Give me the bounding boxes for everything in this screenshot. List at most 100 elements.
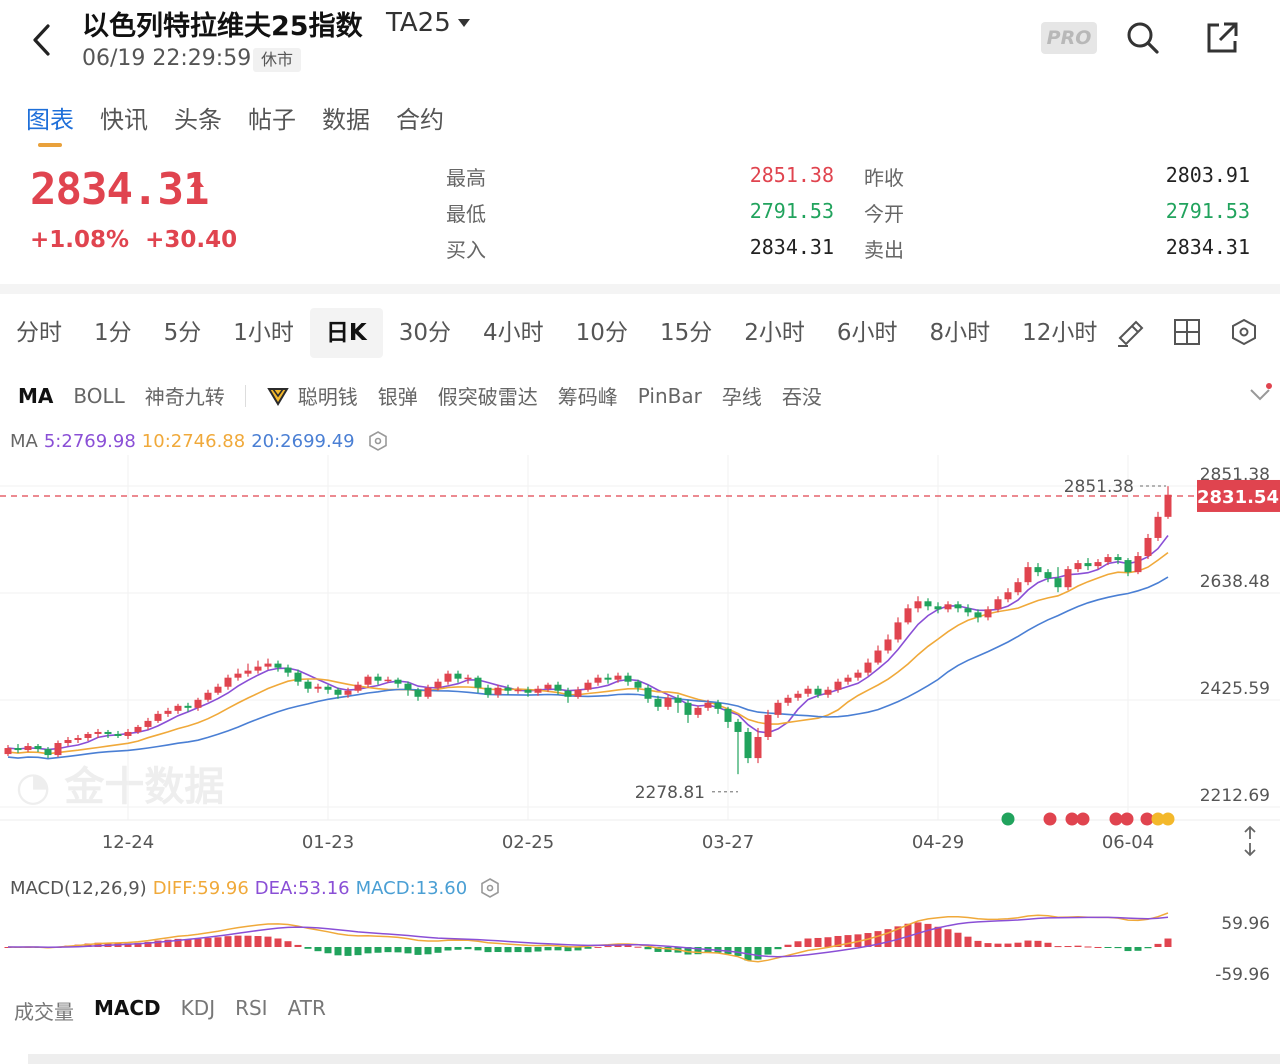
indicator-pinbar[interactable]: PinBar (637, 383, 702, 408)
candle-body (614, 675, 622, 680)
candle-body (44, 749, 52, 756)
chart-settings-button[interactable] (1224, 312, 1264, 352)
macd-bar (84, 943, 92, 947)
tab-data[interactable]: 数据 (322, 106, 370, 134)
pro-button[interactable]: PRO (1041, 22, 1097, 54)
macd-bar (154, 940, 162, 947)
tab-volume[interactable]: 成交量 (14, 1000, 74, 1024)
macd-bar (1164, 938, 1172, 947)
candle-body (34, 746, 42, 750)
macd-bar (254, 936, 262, 947)
indicator-engulfing[interactable]: 吞没 (781, 385, 822, 409)
candle-body (364, 676, 372, 685)
chevron-down-icon (1250, 383, 1272, 401)
signal-dot (1043, 812, 1057, 826)
expand-indicators-button[interactable] (1246, 382, 1274, 410)
draw-tool-button[interactable] (1110, 312, 1150, 352)
signal-dot (1151, 812, 1165, 826)
period-tab-9[interactable]: 2小时 (744, 320, 805, 346)
indicator-smart-money[interactable]: 聪明钱 (297, 385, 358, 409)
candle-body (84, 733, 92, 738)
candle-body (544, 684, 552, 689)
annotations: 2831.54 2851.38 2278.81 (0, 477, 1280, 803)
indicator-false-breakout-radar[interactable]: 假突破雷达 (437, 385, 538, 409)
symbol-selector[interactable]: TA25 (386, 8, 471, 38)
candle-body (384, 679, 392, 682)
ma-settings-icon[interactable] (367, 430, 389, 452)
macd-bar (834, 935, 842, 947)
period-tab-6[interactable]: 4小时 (483, 320, 544, 346)
share-button[interactable] (1200, 16, 1244, 60)
candle-body (964, 608, 972, 613)
dea-value: DEA:53.16 (254, 877, 350, 899)
candle-body (374, 676, 382, 681)
main-tabs: 图表 快讯 头条 帖子 数据 合约 (26, 100, 444, 147)
symbol-label: TA25 (386, 8, 451, 38)
tab-posts[interactable]: 帖子 (248, 106, 296, 134)
tab-flash-news[interactable]: 快讯 (100, 106, 148, 134)
period-tab-8[interactable]: 15分 (659, 320, 713, 346)
indicator-silver-bullet[interactable]: 银弹 (377, 385, 418, 409)
indicator-inside-bar[interactable]: 孕线 (721, 385, 762, 409)
candle-body (164, 710, 172, 714)
tab-atr[interactable]: ATR (287, 996, 326, 1020)
period-tab-10[interactable]: 6小时 (836, 320, 898, 346)
candle-body (754, 736, 762, 759)
tab-contracts[interactable]: 合约 (396, 106, 444, 134)
candlestick-chart[interactable]: ◔ 金十数据 2851.38 2638.48 2425.59 2212.69 12-2… (0, 455, 1280, 867)
macd-bar (324, 947, 332, 954)
candle-body (814, 688, 822, 695)
axis-scale-button[interactable] (1244, 825, 1256, 857)
indicator-boll[interactable]: BOLL (73, 383, 125, 408)
candle-body (1154, 516, 1162, 538)
back-button[interactable] (22, 18, 62, 62)
candle-body (1024, 567, 1032, 583)
macd-bar (614, 945, 622, 947)
candle-body (144, 720, 152, 727)
period-tab-3[interactable]: 1小时 (233, 320, 294, 346)
tab-headlines[interactable]: 头条 (174, 106, 222, 134)
macd-bar (1024, 940, 1032, 947)
period-tab-5[interactable]: 30分 (398, 320, 452, 346)
tab-kdj[interactable]: KDJ (180, 996, 216, 1020)
candle-body (124, 731, 132, 736)
tab-chart[interactable]: 图表 (26, 100, 74, 147)
macd-legend-prefix: MACD(12,26,9) (10, 877, 147, 899)
indicator-chip-peak[interactable]: 筹码峰 (557, 385, 618, 409)
candle-body (1084, 563, 1092, 567)
period-tab-11[interactable]: 8小时 (929, 320, 991, 346)
signal-dot (1001, 812, 1015, 826)
period-tab-0[interactable]: 分时 (16, 320, 62, 346)
macd-bar (874, 931, 882, 947)
ma-lines (7, 535, 1169, 760)
tab-rsi[interactable]: RSI (235, 996, 268, 1020)
period-tab-12[interactable]: 12小时 (1022, 320, 1098, 346)
macd-bar (284, 941, 292, 947)
candle-body (304, 681, 312, 689)
period-tab-4[interactable]: 日K (309, 308, 383, 358)
candle-body (664, 697, 672, 707)
search-button[interactable] (1121, 16, 1165, 60)
x-tick-label: 01-23 (302, 832, 354, 853)
macd-bar (234, 935, 242, 947)
macd-settings-icon[interactable] (479, 877, 501, 899)
candle-body (464, 677, 472, 680)
period-tab-7[interactable]: 10分 (575, 320, 628, 346)
tab-macd[interactable]: MACD (94, 996, 161, 1020)
sub-indicator-tabs: 成交量 MACD KDJ RSI ATR (14, 996, 326, 1025)
period-tab-1[interactable]: 1分 (94, 320, 132, 346)
period-tab-2[interactable]: 5分 (163, 320, 202, 346)
candle-body (824, 689, 832, 695)
macd-chart[interactable]: 59.96 -59.96 (0, 902, 1280, 992)
macd-bar (454, 947, 462, 950)
signal-dot (1076, 812, 1090, 826)
macd-bar (814, 937, 822, 947)
macd-bar (564, 947, 572, 952)
current-price-tag (1197, 479, 1280, 512)
macd-bar (1054, 946, 1062, 948)
search-icon (1127, 22, 1159, 54)
indicator-ma[interactable]: MA (18, 383, 54, 408)
last-price: 2834.31 (30, 164, 209, 215)
indicator-magic-nine[interactable]: 神奇九转 (144, 385, 225, 409)
layout-button[interactable] (1167, 312, 1207, 352)
